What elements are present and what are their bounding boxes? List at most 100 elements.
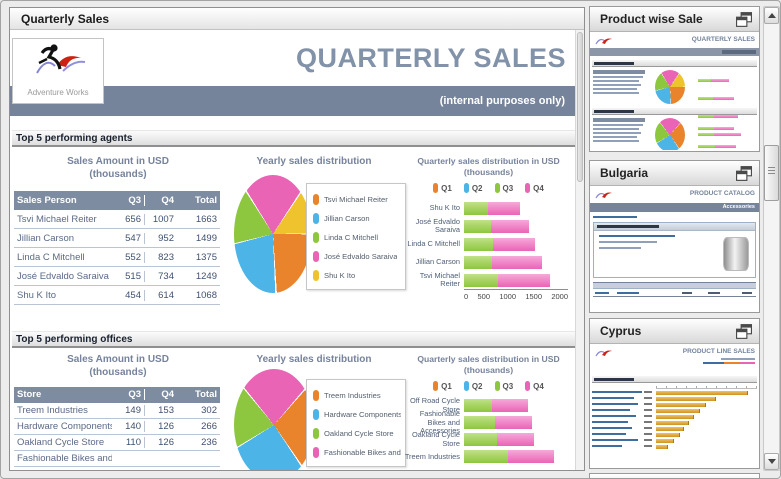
bar-segment-q3 [698, 144, 716, 148]
card-preview-product-catalog: PRODUCT CATALOG Accessories [590, 186, 759, 311]
mini-table-row [593, 128, 639, 130]
quarter-legend-item: Q3 [494, 183, 513, 194]
scroll-up-button[interactable] [764, 7, 779, 24]
mini-bar-report [592, 386, 757, 465]
report-card-cyprus[interactable]: Cyprus PRODUCT LINE SALES [589, 318, 760, 469]
cell-value: 1068 [195, 289, 217, 301]
bar-category-label: Fashionable Bikes and Accessories [419, 409, 460, 436]
mini-logo-icon [595, 350, 612, 357]
bar-track [464, 433, 568, 447]
mini-bar-chart [698, 120, 756, 150]
column-header: Store [17, 389, 42, 400]
cell-value: 149 [125, 405, 141, 416]
agents-bar-axis: 0 500 1000 1500 2000 [464, 289, 568, 301]
bar-track [464, 219, 568, 233]
maximize-icon[interactable] [736, 165, 752, 181]
mini-subtitle-lines [703, 358, 755, 366]
cell-value: 110 [125, 437, 141, 448]
bar-segment-q4 [498, 273, 551, 287]
column-header: Total [195, 194, 217, 206]
bar-row [698, 72, 756, 90]
report-scrollbar[interactable] [575, 30, 584, 470]
report-card-next-clipped[interactable] [589, 473, 760, 479]
cell-name: Tsvi Michael Reiter [17, 213, 97, 225]
bar-segment-q3 [464, 201, 488, 215]
bar-track [698, 78, 756, 82]
cell-value: 1499 [195, 232, 217, 244]
quarter-legend-item: Q1 [433, 183, 452, 194]
report-panel-header: Quarterly Sales [10, 8, 584, 30]
offices-pie-title: Yearly sales distribution [256, 354, 372, 365]
bar-segment-q4 [712, 96, 735, 100]
mini-table [593, 118, 645, 144]
offices-table-column: Sales Amount in USD (thousands) Store Q3 Q… [12, 349, 224, 470]
mini-table-header [593, 70, 645, 74]
column-header: Sales Person [17, 194, 77, 206]
maximize-icon[interactable] [736, 11, 752, 27]
cell-name: Shu K Ito [17, 289, 57, 301]
mini-gold-bar [656, 409, 700, 413]
legend-marker [463, 183, 469, 194]
legend-marker [494, 381, 500, 392]
bar-row: Linda C Mitchell [402, 235, 575, 253]
mini-list-row [592, 438, 654, 444]
legend-label: Q1 [441, 381, 452, 391]
bar-segment-q4 [508, 450, 554, 464]
legend-marker [313, 409, 319, 420]
cell-value: 614 [144, 289, 177, 301]
card-preview-quarterly-dashboard: QUARTERLY SALES [590, 32, 759, 150]
bar-segment-q4 [714, 114, 738, 118]
mini-list-row [592, 402, 654, 408]
adventure-works-logo: Adventure Works [12, 38, 104, 104]
legend-marker [313, 428, 319, 439]
mini-product-list [592, 390, 654, 450]
scroll-down-button[interactable] [764, 453, 779, 470]
cell-value: 266 [201, 421, 217, 432]
arrow-down-icon [767, 459, 776, 464]
table-row: José Edvaldo Saraiva 515 734 1249 [14, 267, 220, 286]
legend-marker [433, 381, 439, 392]
mini-banner-text [722, 50, 756, 54]
quarter-legend-item: Q2 [463, 183, 483, 194]
bar-segment-q3 [464, 273, 499, 287]
cell-value: 126 [144, 421, 177, 432]
legend-marker [313, 447, 319, 458]
scrollbar-thumb[interactable] [764, 145, 779, 201]
arrow-up-icon [767, 13, 776, 18]
bar-segment-q4 [492, 237, 536, 251]
report-scrollbar-thumb[interactable] [577, 32, 583, 182]
bar-row [698, 90, 756, 108]
section-heading-offices: Top 5 performing offices [12, 331, 575, 348]
mini-table-row [593, 132, 641, 134]
mini-axis [656, 386, 757, 389]
legend-marker [433, 183, 439, 194]
report-watermark: (internal purposes only) [439, 95, 565, 107]
bar-segment-q3 [698, 132, 714, 136]
bar-row: Tsvi Michael Reiter [402, 271, 575, 289]
card-header[interactable]: Product wise Sale [590, 7, 759, 32]
mini-table-row [593, 76, 643, 78]
mini-table-row [593, 140, 639, 142]
quarter-legend-item: Q2 [463, 381, 483, 392]
report-card-bulgaria[interactable]: Bulgaria PRODUCT CATALOG Accessories [589, 160, 760, 313]
agents-pie-chart [234, 175, 312, 293]
bar-segment-q4 [487, 201, 520, 215]
bar-segment-q4 [492, 399, 528, 413]
cell-value: 126 [144, 437, 177, 448]
mini-gold-bar [656, 415, 694, 419]
section-offices: Sales Amount in USD (thousands) Store Q3 Q… [12, 349, 575, 470]
sidebar-scrollbar[interactable] [763, 6, 780, 471]
report-card-product-wise-sale[interactable]: Product wise Sale QUARTERLY SALES [589, 6, 760, 152]
card-header[interactable]: Bulgaria [590, 161, 759, 186]
cell-name: José Edvaldo Saraiva [17, 270, 109, 282]
mini-bar-chart [698, 72, 756, 150]
mini-product-image [723, 237, 749, 271]
table-row: Linda C Mitchell 552 823 1375 [14, 248, 220, 267]
mini-gold-bar [656, 427, 684, 431]
bar-segment-q3 [698, 96, 713, 100]
panel-title-label: Quarterly Sales [21, 12, 110, 26]
bar-segment-q3 [698, 114, 714, 118]
mini-section-band [592, 60, 757, 67]
card-header[interactable]: Cyprus [590, 319, 759, 344]
maximize-icon[interactable] [736, 323, 752, 339]
